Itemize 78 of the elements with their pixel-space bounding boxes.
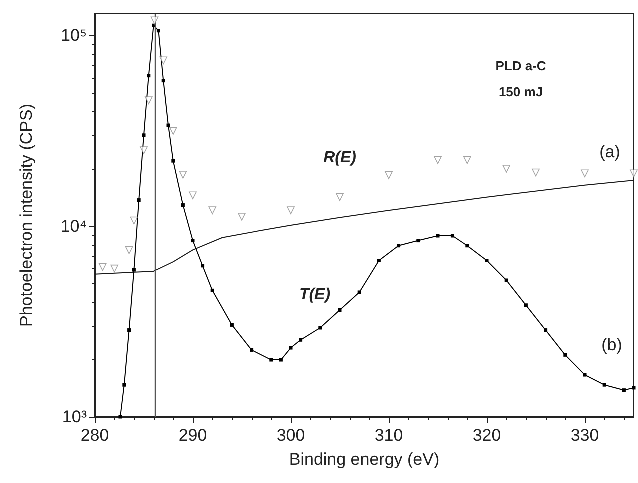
point [504,278,508,282]
point [250,348,254,352]
x-tick-label: 290 [178,426,208,445]
point [189,192,197,200]
point [289,346,293,350]
annotation: R(E) [324,150,356,166]
point [377,259,381,263]
point [156,29,160,33]
point [145,96,153,104]
y-tick-label: 10³ [62,408,88,426]
point [385,172,393,180]
point [160,56,168,65]
point [172,159,176,163]
point [201,264,205,268]
point [299,338,303,342]
y-axis-title: Photoelectron intensity (CPS) [17,104,36,327]
point [122,383,126,387]
point [238,213,246,221]
y-tick-label: 10⁴ [60,216,87,236]
point [208,206,216,214]
point [210,288,214,292]
point [130,216,138,225]
point [179,171,188,179]
x-tick-label: 300 [276,426,306,445]
point [118,415,122,419]
x-axis-title: Binding energy (eV) [289,450,440,469]
point [602,383,606,387]
point [132,268,136,272]
point [279,358,283,362]
point [434,156,442,164]
annotation: PLD a-C [496,58,547,74]
point [464,156,472,164]
point [524,304,528,308]
point [502,165,510,173]
point [162,79,166,83]
point [622,388,626,392]
point [170,127,178,135]
point [397,244,401,248]
point [98,263,107,272]
point [142,134,146,138]
point [338,308,342,312]
point [630,170,638,178]
x-tick-label: 330 [570,426,600,445]
point [416,239,420,243]
point [632,386,636,390]
x-tick-label: 310 [374,426,404,445]
point [485,259,489,263]
point [230,323,234,327]
annotation: (a) [600,142,620,162]
point [270,358,274,362]
point [544,328,548,332]
x-tick-label: 280 [80,426,110,445]
point [436,234,440,238]
point [191,239,195,243]
point [166,124,170,128]
point [564,353,568,357]
point [140,146,148,154]
point [181,204,185,208]
point [128,328,132,332]
point [583,373,587,377]
point [450,234,454,238]
point [125,246,134,254]
point [336,193,344,202]
point [318,326,322,330]
annotation: T(E) [299,286,331,304]
point [110,264,118,273]
point [287,206,295,214]
x-tick-label: 320 [472,426,502,445]
point [532,168,540,177]
annotation: 150 mJ [498,84,544,100]
point [358,290,362,294]
point [150,16,159,25]
y-tick-label: 10⁵ [61,26,87,46]
point [137,198,141,202]
point [147,74,151,78]
annotation: (b) [602,336,622,354]
point [581,170,589,178]
point [466,244,470,248]
